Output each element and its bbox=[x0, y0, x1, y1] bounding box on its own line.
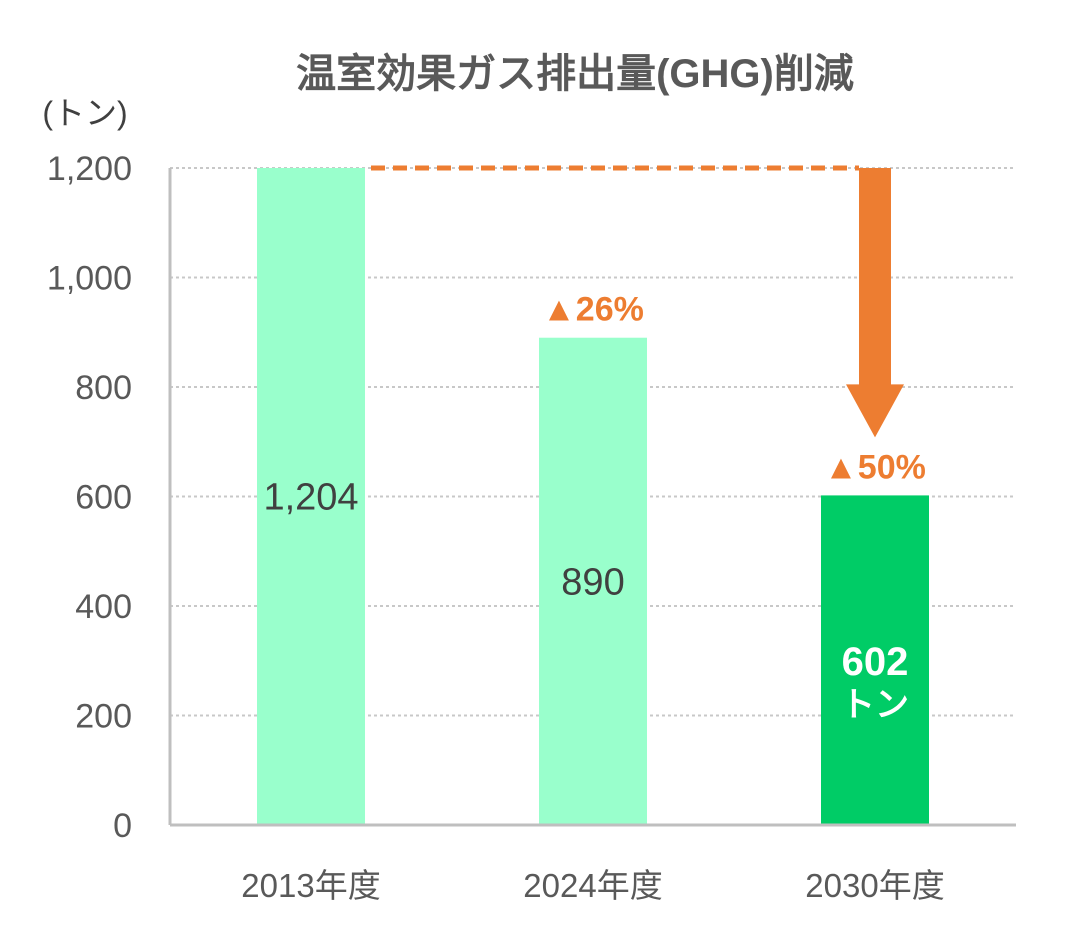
y-tick-label: 0 bbox=[113, 807, 132, 845]
bar bbox=[539, 337, 647, 825]
reduction-annotation: ▲26% bbox=[542, 291, 644, 329]
reduction-annotations: ▲26% ▲50% bbox=[542, 291, 926, 487]
bar-value-label: 890 bbox=[561, 561, 624, 603]
y-tick-label: 1,200 bbox=[47, 150, 132, 188]
chart-title: 温室効果ガス排出量(GHG)削減 bbox=[296, 52, 854, 96]
x-tick-label: 2030年度 bbox=[805, 867, 944, 904]
y-tick-label: 600 bbox=[75, 479, 132, 517]
reduction-arrow-shape bbox=[846, 168, 904, 438]
y-tick-label: 400 bbox=[75, 588, 132, 626]
reduction-arrow bbox=[371, 165, 904, 438]
x-tick-label: 2013年度 bbox=[241, 867, 380, 904]
bar-unit-label: トン bbox=[841, 686, 909, 724]
bars bbox=[257, 168, 929, 825]
bar-value-label: 602 bbox=[842, 640, 909, 684]
y-tick-label: 200 bbox=[75, 698, 132, 736]
bar-value-label: 1,204 bbox=[263, 477, 358, 519]
y-tick-label: 800 bbox=[75, 369, 132, 407]
x-tick-label: 2024年度 bbox=[523, 867, 662, 904]
bar bbox=[257, 168, 365, 825]
bar bbox=[821, 495, 929, 825]
y-axis-unit-label: (トン) bbox=[42, 95, 127, 131]
reduction-annotation: ▲50% bbox=[824, 448, 926, 486]
y-tick-label: 1,000 bbox=[47, 260, 132, 298]
y-axis-tick-labels: 0 200 400 600 800 1,000 1,200 bbox=[47, 150, 132, 845]
x-axis-tick-labels: 2013年度 2024年度 2030年度 bbox=[241, 867, 944, 904]
